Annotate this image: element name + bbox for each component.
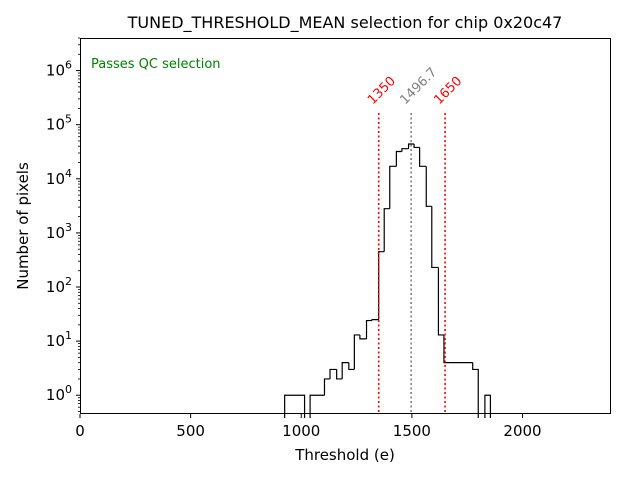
plot-frame	[80, 38, 611, 414]
y-axis-ticks: 100 101 102 103 104 105 106	[46, 37, 80, 412]
x-tick-label: 500	[176, 422, 205, 440]
x-axis-label: Threshold (e)	[294, 446, 395, 464]
x-tick-label: 1000	[282, 422, 320, 440]
histogram-bar	[407, 143, 415, 149]
y-tick-label: 103	[46, 221, 72, 242]
qc-annotation: Passes QC selection	[91, 57, 221, 72]
histogram-bar	[341, 362, 349, 379]
histogram-bar	[443, 334, 451, 364]
y-tick-label: 104	[46, 167, 72, 188]
histogram-bar	[284, 394, 306, 418]
y-tick-label: 102	[46, 275, 72, 296]
histogram-bar	[378, 251, 385, 320]
histogram-bar	[365, 319, 373, 339]
histogram-bar	[395, 150, 402, 167]
histogram-bar	[309, 394, 325, 418]
histogram-bar	[484, 394, 492, 418]
y-tick-label: 101	[46, 329, 72, 350]
x-axis-ticks: 0 500 1000 1500 2000	[75, 414, 542, 440]
histogram-bar	[329, 368, 337, 379]
plot-background	[80, 38, 611, 414]
y-axis-label: Number of pixels	[14, 162, 32, 290]
x-tick-label: 1500	[393, 422, 431, 440]
x-tick-label: 2000	[503, 422, 541, 440]
histogram-bar	[472, 362, 479, 418]
histogram-bar	[437, 267, 444, 336]
histogram-bar	[431, 206, 439, 269]
histogram-bar	[419, 147, 427, 167]
histogram-bar	[401, 148, 409, 152]
histogram-bar	[413, 143, 420, 149]
histogram-bar	[359, 334, 367, 340]
histogram-bar	[371, 318, 379, 321]
histogram-bar	[336, 369, 343, 380]
histogram-bar	[389, 165, 397, 209]
x-tick-label: 0	[75, 422, 85, 440]
y-tick-label: 105	[46, 113, 72, 134]
histogram-bar	[353, 334, 360, 370]
chart-title: TUNED_THRESHOLD_MEAN selection for chip …	[127, 13, 563, 33]
histogram-marks	[284, 143, 492, 418]
histogram-bar	[425, 166, 432, 207]
histogram-bar	[383, 208, 390, 252]
histogram-bar	[348, 362, 355, 371]
y-tick-label: 106	[46, 59, 72, 80]
histogram-bar	[323, 378, 331, 396]
y-tick-label: 100	[46, 383, 72, 404]
